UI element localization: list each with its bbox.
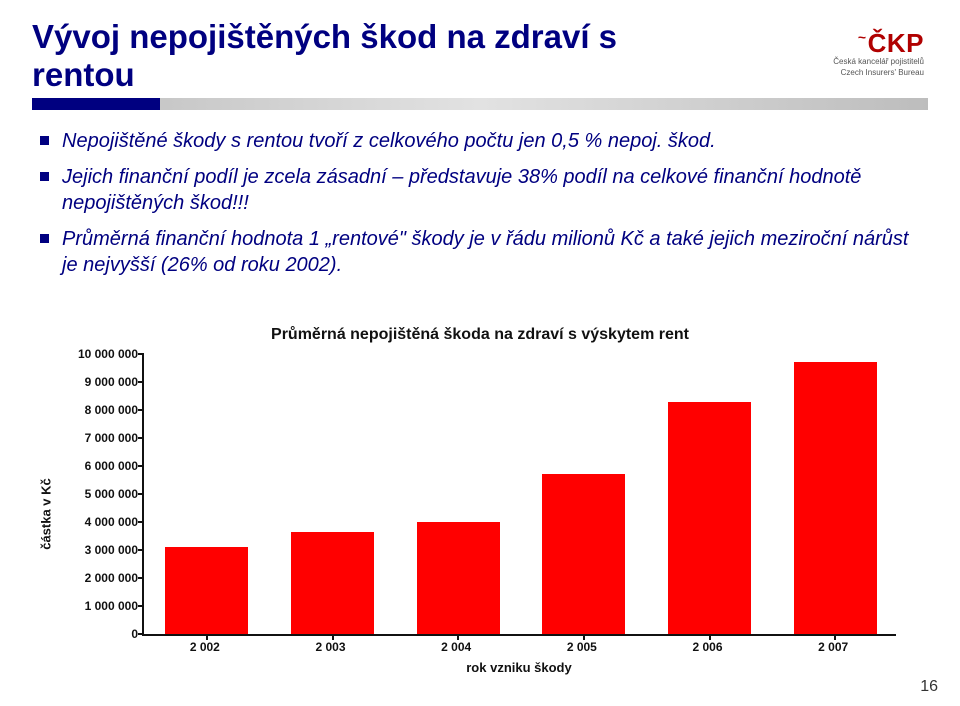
y-tick-mark (138, 381, 144, 383)
logo-sub-1: Česká kancelář pojistitelů (782, 58, 924, 67)
y-tick-label: 0 (131, 627, 138, 641)
y-tick-mark (138, 465, 144, 467)
y-tick-mark (138, 521, 144, 523)
y-tick-mark (138, 577, 144, 579)
y-tick-label: 8 000 000 (85, 403, 138, 417)
y-tick-mark (138, 409, 144, 411)
y-tick-label: 7 000 000 (85, 431, 138, 445)
y-tick-label: 3 000 000 (85, 543, 138, 557)
slide: Vývoj nepojištěných škod na zdraví s ren… (0, 0, 960, 706)
y-tick-mark (138, 437, 144, 439)
logo: ~ČKP Česká kancelář pojistitelů Czech In… (782, 30, 924, 78)
logo-text: ČKP (868, 28, 924, 58)
y-tick-label: 6 000 000 (85, 459, 138, 473)
bar (668, 402, 751, 634)
y-tick-label: 2 000 000 (85, 571, 138, 585)
x-tick-label: 2 003 (315, 640, 345, 654)
plot-area (142, 354, 896, 636)
x-tick-label: 2 007 (818, 640, 848, 654)
bar (794, 362, 877, 634)
bar (291, 532, 374, 634)
y-tick-label: 1 000 000 (85, 599, 138, 613)
bar (542, 474, 625, 634)
y-tick-label: 4 000 000 (85, 515, 138, 529)
y-tick-mark (138, 493, 144, 495)
x-tick-label: 2 005 (567, 640, 597, 654)
y-tick-mark (138, 605, 144, 607)
y-tick-label: 9 000 000 (85, 375, 138, 389)
y-tick-label: 10 000 000 (78, 347, 138, 361)
y-tick-label: 5 000 000 (85, 487, 138, 501)
slide-title: Vývoj nepojištěných škod na zdraví s ren… (32, 18, 632, 94)
bar (417, 522, 500, 634)
y-tick-mark (138, 549, 144, 551)
y-ticks: 0 1 000 000 2 000 000 3 000 000 4 000 000 5 0… (64, 350, 142, 678)
bullet-item: Nepojištěné škody s rentou tvoří z celko… (40, 128, 928, 154)
bar (165, 547, 248, 634)
chart: Průměrná nepojištěná škoda na zdraví s v… (64, 326, 896, 678)
logo-main: ~ČKP (782, 30, 924, 56)
title-underline (32, 98, 928, 110)
y-tick-mark (138, 353, 144, 355)
bullet-item: Průměrná finanční hodnota 1 „rentové" šk… (40, 226, 928, 278)
bullet-list: Nepojištěné škody s rentou tvoří z celko… (40, 128, 928, 278)
x-labels: 2 002 2 003 2 004 2 005 2 006 2 007 (142, 640, 896, 660)
x-tick-label: 2 004 (441, 640, 471, 654)
x-tick-label: 2 006 (692, 640, 722, 654)
x-axis-title: rok vzniku škody (142, 660, 896, 675)
page-number: 16 (920, 678, 938, 696)
chart-title: Průměrná nepojištěná škoda na zdraví s v… (64, 326, 896, 344)
x-tick-label: 2 002 (190, 640, 220, 654)
bullet-item: Jejich finanční podíl je zcela zásadní –… (40, 164, 928, 216)
chart-area: částka v Kč 01 000 0002 000 0003 000 000… (64, 350, 896, 678)
y-axis-label: částka v Kč (39, 478, 54, 550)
logo-sub-2: Czech Insurers' Bureau (782, 69, 924, 78)
y-tick-mark (138, 633, 144, 635)
